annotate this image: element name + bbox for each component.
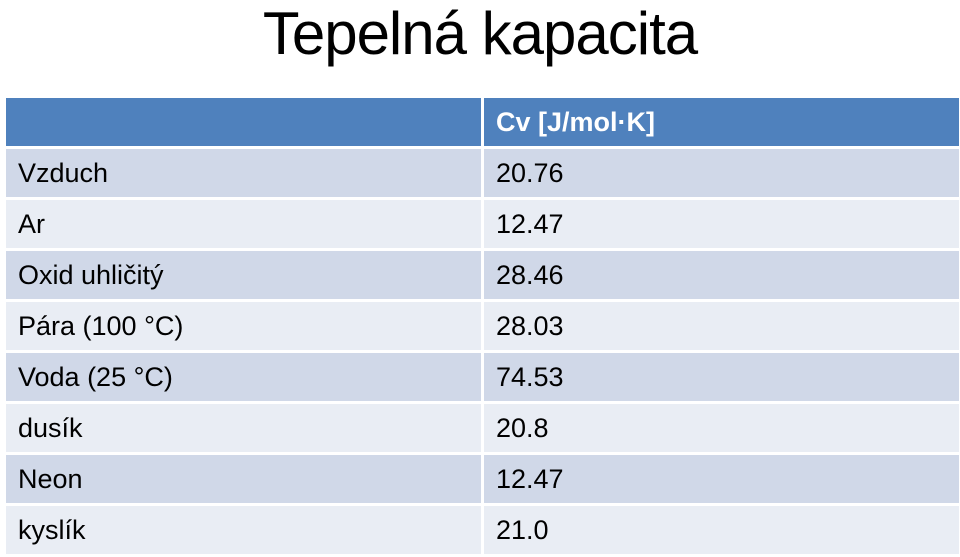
row-label: dusík [6,404,481,452]
table: Cv [J/mol·K] Vzduch 20.76 Ar 12.47 Oxid uhlič… [6,98,959,554]
row-label: Oxid uhličitý [6,251,481,299]
header-cell: Cv [J/mol·K] [484,98,959,146]
row-label: Pára (100 °C) [6,302,481,350]
row-label: Voda (25 °C) [6,353,481,401]
header-cell [6,98,481,146]
value-cell: 20.8 [484,404,959,452]
value-cell: 28.46 [484,251,959,299]
row-label: Ar [6,200,481,248]
value-cell: 12.47 [484,200,959,248]
row-label: kyslík [6,506,481,554]
value-cell: 74.53 [484,353,959,401]
value-cell: 12.47 [484,455,959,503]
value-cell: 28.03 [484,302,959,350]
row-label: Vzduch [6,149,481,197]
row-label: Neon [6,455,481,503]
slide-title: Tepelná kapacita [262,0,698,67]
value-cell: 21.0 [484,506,959,554]
value-cell: 20.76 [484,149,959,197]
